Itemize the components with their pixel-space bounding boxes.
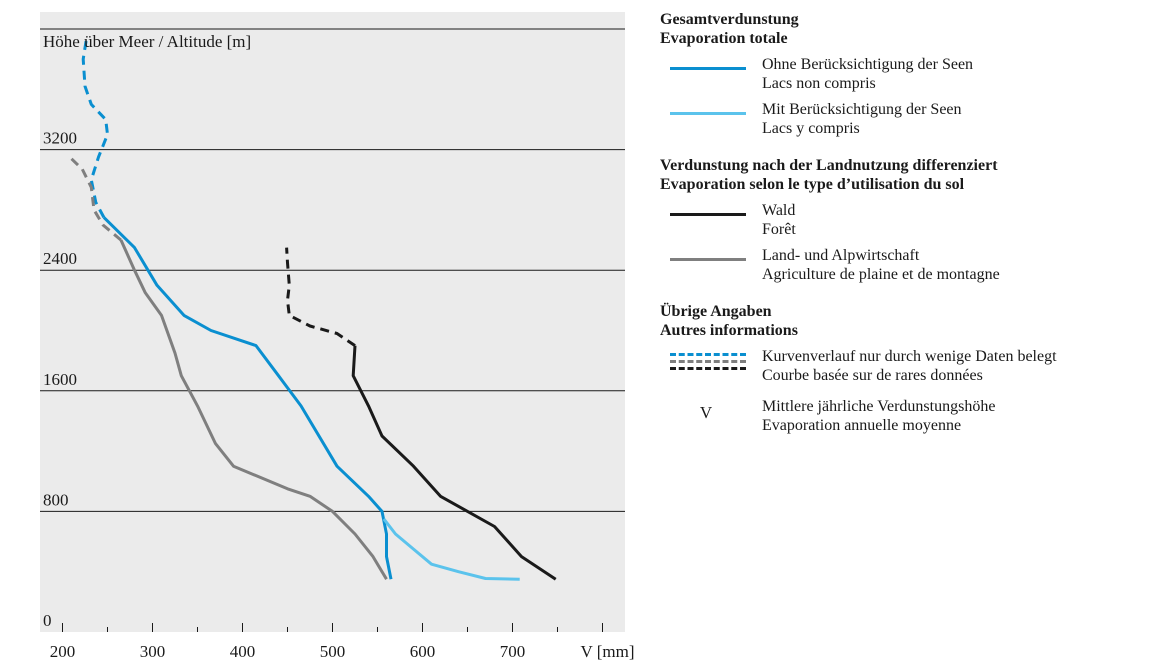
x-axis-title: V [mm] — [581, 642, 635, 661]
legend-heading-other-de: Übrige Angaben — [660, 303, 772, 320]
legend-heading-landuse-fr: Evaporation selon le type d’utilisation … — [660, 176, 965, 193]
legend-label-de: Wald — [762, 202, 796, 219]
y-tick-label: 1600 — [43, 370, 77, 389]
legend-item-mit-seen: Mit Berücksichtigung der Seen Lacs y com… — [660, 100, 1158, 138]
x-tick-label: 400 — [230, 642, 256, 661]
x-tick-label: 600 — [410, 642, 436, 661]
legend-label-de: Mittlere jährliche Verdunstungshöhe — [762, 398, 996, 415]
legend-label-fr: Evaporation annuelle moyenne — [762, 417, 962, 434]
legend-heading-landuse-de: Verdunstung nach der Landnutzung differe… — [660, 157, 998, 174]
y-axis-title: Höhe über Meer / Altitude [m] — [43, 32, 251, 51]
x-tick-label: 200 — [50, 642, 76, 661]
y-tick-label: 2400 — [43, 249, 77, 268]
legend-swatch-black — [670, 213, 746, 216]
legend-label-fr: Lacs non compris — [762, 75, 876, 92]
legend-swatch-gray — [670, 258, 746, 261]
legend-swatch-dashed-gray — [670, 360, 746, 363]
series-line-1 — [81, 36, 109, 219]
y-tick-label: 3200 — [43, 129, 77, 148]
legend-label-fr: Agriculture de plaine et de montagne — [762, 266, 1000, 283]
legend-item-dashed: Kurvenverlauf nur durch wenige Daten bel… — [660, 347, 1158, 385]
legend-swatch-dashed-blue — [670, 353, 746, 356]
series-lines — [68, 36, 557, 581]
gridlines — [40, 28, 625, 512]
legend-section-total: Gesamtverdunstung Evaporation totale Ohn… — [660, 10, 1158, 138]
legend-swatch-lightblue — [670, 112, 746, 115]
series-line-2 — [382, 517, 520, 581]
legend-section-other: Übrige Angaben Autres informations Kurve… — [660, 302, 1158, 435]
legend-label-fr: Courbe basée sur de rares données — [762, 367, 983, 384]
legend-section-landuse: Verdunstung nach der Landnutzung differe… — [660, 156, 1158, 284]
legend-item-symbol: V Mittlere jährliche Verdunstungshöhe Ev… — [660, 397, 1158, 435]
series-line-6 — [68, 156, 122, 242]
legend-label-de: Ohne Berücksichtigung der Seen — [762, 56, 974, 73]
legend-label-fr: Forêt — [762, 221, 796, 238]
legend-heading-total-fr: Evaporation totale — [660, 30, 788, 47]
legend-label-de: Land- und Alpwirtschaft — [762, 247, 920, 264]
legend-item-wald: Wald Forêt — [660, 201, 1158, 239]
x-tick-label: 300 — [140, 642, 166, 661]
legend-label-de: Kurvenverlauf nur durch wenige Daten bel… — [762, 348, 1057, 365]
axis-ticks: 0 800 1600 2400 3200 200 300 400 500 600 700 — [43, 129, 603, 661]
legend-label-de: Mit Berücksichtigung der Seen — [762, 101, 962, 118]
series-line-5 — [119, 239, 388, 580]
legend-swatch-blue — [670, 67, 746, 70]
legend: Gesamtverdunstung Evaporation totale Ohn… — [660, 10, 1158, 453]
y-tick-label: 800 — [43, 490, 69, 509]
series-line-0 — [102, 216, 393, 580]
legend-item-landwirtschaft: Land- und Alpwirtschaft Agriculture de p… — [660, 246, 1158, 284]
x-tick-label: 500 — [320, 642, 346, 661]
legend-symbol-v: V — [699, 403, 713, 422]
plot-background — [40, 12, 625, 632]
x-tick-label: 700 — [500, 642, 526, 661]
legend-heading-other-fr: Autres informations — [660, 322, 798, 339]
legend-swatch-dashed-black — [670, 367, 746, 370]
series-line-4 — [285, 247, 356, 347]
chart-svg: 0 800 1600 2400 3200 200 300 400 500 600 700 Höhe … — [40, 12, 635, 661]
legend-heading-total-de: Gesamtverdunstung — [660, 11, 799, 28]
legend-item-ohne-seen: Ohne Berücksichtigung der Seen Lacs non … — [660, 55, 1158, 93]
legend-label-fr: Lacs y compris — [762, 120, 860, 137]
y-tick-label: 0 — [43, 611, 52, 630]
series-line-3 — [351, 345, 557, 581]
